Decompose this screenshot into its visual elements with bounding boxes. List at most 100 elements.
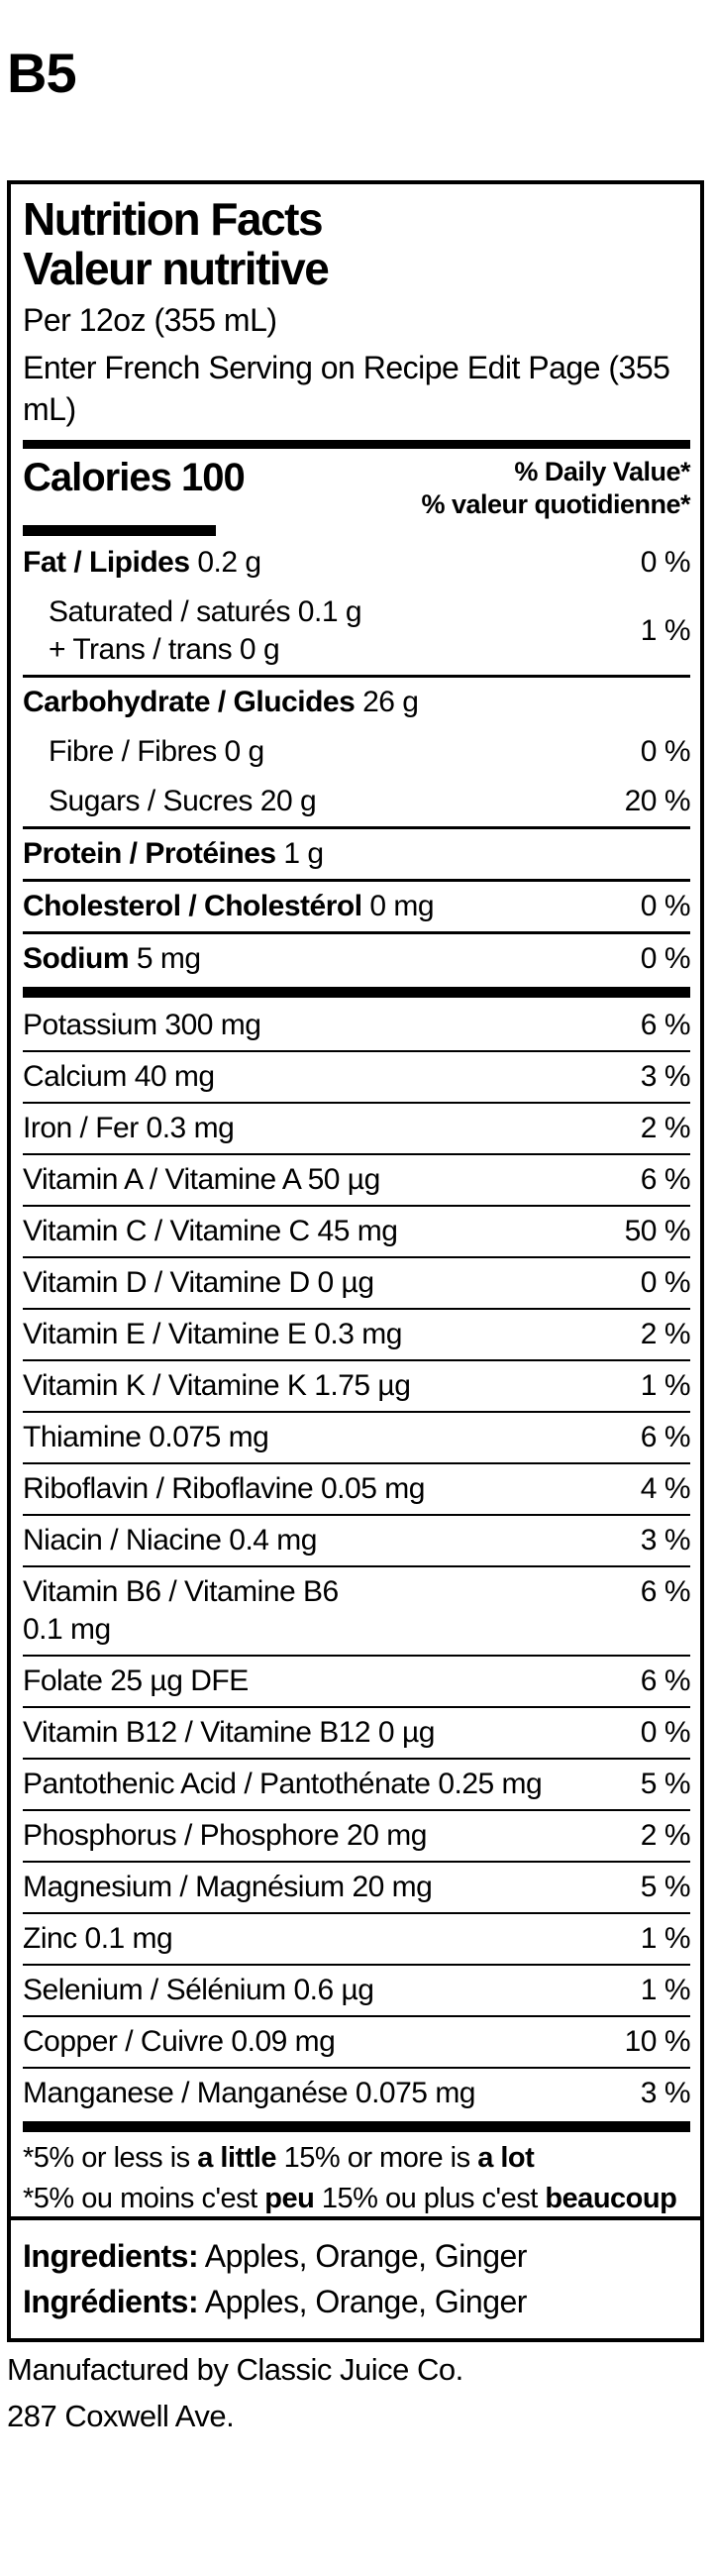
nutrition-facts-box: Nutrition Facts Valeur nutritive Per 12o… (7, 180, 704, 2235)
row-copper: Copper / Cuivre 0.09 mg 10 % (23, 2015, 691, 2067)
row-folate: Folate 25 µg DFE 6 % (23, 1655, 691, 1706)
row-riboflavin: Riboflavin / Riboflavine 0.05 mg 4 % (23, 1462, 691, 1514)
row-niacin-dv: 3 % (640, 1524, 691, 1556)
row-carbohydrate: Carbohydrate / Glucides 26 g (23, 675, 690, 727)
row-manganese: Manganese / Manganése 0.075 mg 3 % (23, 2067, 691, 2118)
row-selenium-dv: 1 % (640, 1974, 691, 2006)
row-zinc-label: Zinc 0.1 mg (23, 1922, 173, 1955)
row-manganese-dv: 3 % (640, 2077, 691, 2109)
row-iron: Iron / Fer 0.3 mg 2 % (23, 1102, 691, 1153)
ingredients-fr: Ingrédients: Apples, Orange, Ginger (23, 2284, 527, 2319)
row-saturated-line: Saturated / saturés 0.1 g (49, 595, 362, 628)
row-saturated-trans-label: Saturated / saturés 0.1 g + Trans / tran… (23, 593, 631, 669)
divider-bar-top (23, 440, 690, 449)
row-iron-dv: 2 % (640, 1112, 691, 1144)
row-zinc: Zinc 0.1 mg 1 % (23, 1912, 691, 1964)
row-fibre-dv: 0 % (640, 735, 691, 768)
row-vitamin-d-label: Vitamin D / Vitamine D 0 µg (23, 1266, 374, 1299)
row-magnesium-dv: 5 % (640, 1871, 691, 1903)
serving-size-en: Per 12oz (355 mL) (23, 302, 277, 338)
row-vitamin-e-label: Vitamin E / Vitamine E 0.3 mg (23, 1318, 402, 1350)
row-cholesterol: Cholesterol / Cholestérol 0 mg 0 % (23, 879, 691, 931)
row-fat-dv: 0 % (640, 546, 691, 579)
row-phosphorus: Phosphorus / Phosphore 20 mg 2 % (23, 1809, 691, 1861)
row-vitamin-b6-line1: Vitamin B6 / Vitamine B6 (23, 1575, 339, 1608)
row-carbohydrate-label: Carbohydrate / Glucides 26 g (23, 686, 419, 718)
row-vitamin-c-dv: 50 % (624, 1215, 691, 1247)
daily-value-header-en: % Daily Value* (514, 457, 690, 486)
row-vitamin-c: Vitamin C / Vitamine C 45 mg 50 % (23, 1205, 691, 1256)
calories-label: Calories 100 (23, 456, 246, 499)
row-niacin-label: Niacin / Niacine 0.4 mg (23, 1524, 317, 1556)
divider-bar-middle (23, 987, 690, 998)
row-niacin: Niacin / Niacine 0.4 mg 3 % (23, 1514, 691, 1565)
row-calcium: Calcium 40 mg 3 % (23, 1050, 691, 1102)
row-vitamin-d-dv: 0 % (640, 1266, 691, 1299)
row-vitamin-a-label: Vitamin A / Vitamine A 50 µg (23, 1163, 380, 1196)
row-vitamin-d: Vitamin D / Vitamine D 0 µg 0 % (23, 1256, 691, 1308)
nutrition-facts-inner: Nutrition Facts Valeur nutritive Per 12o… (11, 184, 700, 2231)
row-vitamin-b6: Vitamin B6 / Vitamine B6 0.1 mg 6 % (23, 1565, 691, 1655)
page-title: B5 (7, 42, 77, 104)
row-vitamin-b6-dv: 6 % (640, 1575, 691, 1608)
row-vitamin-e: Vitamin E / Vitamine E 0.3 mg 2 % (23, 1308, 691, 1359)
row-vitamin-b6-line2: 0.1 mg (23, 1613, 111, 1646)
row-iron-label: Iron / Fer 0.3 mg (23, 1112, 235, 1144)
row-vitamin-k-label: Vitamin K / Vitamine K 1.75 µg (23, 1369, 411, 1402)
ingredients-box: Ingredients: Apples, Orange, Ginger Ingr… (7, 2216, 704, 2342)
row-calcium-dv: 3 % (640, 1060, 691, 1093)
row-sugars: Sugars / Sucres 20 g 20 % (23, 777, 691, 826)
label-title-en: Nutrition Facts (23, 193, 324, 245)
row-fat: Fat / Lipides 0.2 g 0 % (23, 538, 691, 588)
row-potassium-dv: 6 % (640, 1009, 691, 1041)
row-sugars-dv: 20 % (624, 785, 691, 817)
row-riboflavin-label: Riboflavin / Riboflavine 0.05 mg (23, 1472, 425, 1505)
row-thiamine-dv: 6 % (640, 1421, 691, 1453)
row-vitamin-k-dv: 1 % (640, 1369, 691, 1402)
row-vitamin-b12: Vitamin B12 / Vitamine B12 0 µg 0 % (23, 1706, 691, 1758)
row-vitamin-k: Vitamin K / Vitamine K 1.75 µg 1 % (23, 1359, 691, 1411)
address-line: 287 Coxwell Ave. (7, 2399, 235, 2433)
row-vitamin-b6-label: Vitamin B6 / Vitamine B6 0.1 mg (23, 1573, 631, 1649)
calories-row: Calories 100 % Daily Value* % valeur quo… (23, 455, 690, 521)
row-zinc-dv: 1 % (640, 1922, 691, 1955)
daily-value-header-fr: % valeur quotidienne* (421, 489, 690, 519)
serving-size-fr: Enter French Serving on Recipe Edit Page… (23, 350, 670, 427)
row-pantothenic-acid: Pantothenic Acid / Pantothénate 0.25 mg … (23, 1758, 691, 1809)
row-copper-dv: 10 % (624, 2025, 691, 2058)
row-potassium: Potassium 300 mg 6 % (23, 1001, 691, 1050)
row-magnesium-label: Magnesium / Magnésium 20 mg (23, 1871, 433, 1903)
row-selenium-label: Selenium / Sélénium 0.6 µg (23, 1974, 374, 2006)
row-pantothenic-acid-dv: 5 % (640, 1768, 691, 1800)
row-vitamin-c-label: Vitamin C / Vitamine C 45 mg (23, 1215, 398, 1247)
row-phosphorus-dv: 2 % (640, 1819, 691, 1852)
row-copper-label: Copper / Cuivre 0.09 mg (23, 2025, 336, 2058)
calories-underline-bar (23, 525, 216, 536)
row-vitamin-e-dv: 2 % (640, 1318, 691, 1350)
row-fat-label: Fat / Lipides 0.2 g (23, 546, 261, 579)
row-thiamine: Thiamine 0.075 mg 6 % (23, 1411, 691, 1462)
row-vitamin-b12-label: Vitamin B12 / Vitamine B12 0 µg (23, 1716, 435, 1749)
row-pantothenic-acid-label: Pantothenic Acid / Pantothénate 0.25 mg (23, 1768, 543, 1800)
row-trans-line: + Trans / trans 0 g (49, 633, 280, 666)
ingredients-en: Ingredients: Apples, Orange, Ginger (23, 2238, 527, 2274)
row-calcium-label: Calcium 40 mg (23, 1060, 215, 1093)
footnote-en: *5% or less is a little 15% or more is a… (23, 2142, 535, 2174)
row-protein-label: Protein / Protéines 1 g (23, 837, 324, 870)
row-magnesium: Magnesium / Magnésium 20 mg 5 % (23, 1861, 691, 1912)
row-folate-dv: 6 % (640, 1664, 691, 1697)
row-riboflavin-dv: 4 % (640, 1472, 691, 1505)
divider-bar-bottom (23, 2121, 690, 2132)
row-thiamine-label: Thiamine 0.075 mg (23, 1421, 269, 1453)
row-vitamin-b12-dv: 0 % (640, 1716, 691, 1749)
row-vitamin-a-dv: 6 % (640, 1163, 691, 1196)
row-selenium: Selenium / Sélénium 0.6 µg 1 % (23, 1964, 691, 2015)
row-saturated-trans-dv: 1 % (640, 614, 691, 647)
footnote-fr: *5% ou moins c'est peu 15% ou plus c'est… (23, 2183, 677, 2214)
row-cholesterol-label: Cholesterol / Cholestérol 0 mg (23, 890, 435, 922)
row-sodium-label: Sodium 5 mg (23, 942, 201, 975)
row-vitamin-a: Vitamin A / Vitamine A 50 µg 6 % (23, 1153, 691, 1205)
daily-value-header: % Daily Value* % valeur quotidienne* (421, 455, 690, 521)
row-fibre: Fibre / Fibres 0 g 0 % (23, 727, 691, 777)
row-phosphorus-label: Phosphorus / Phosphore 20 mg (23, 1819, 427, 1852)
